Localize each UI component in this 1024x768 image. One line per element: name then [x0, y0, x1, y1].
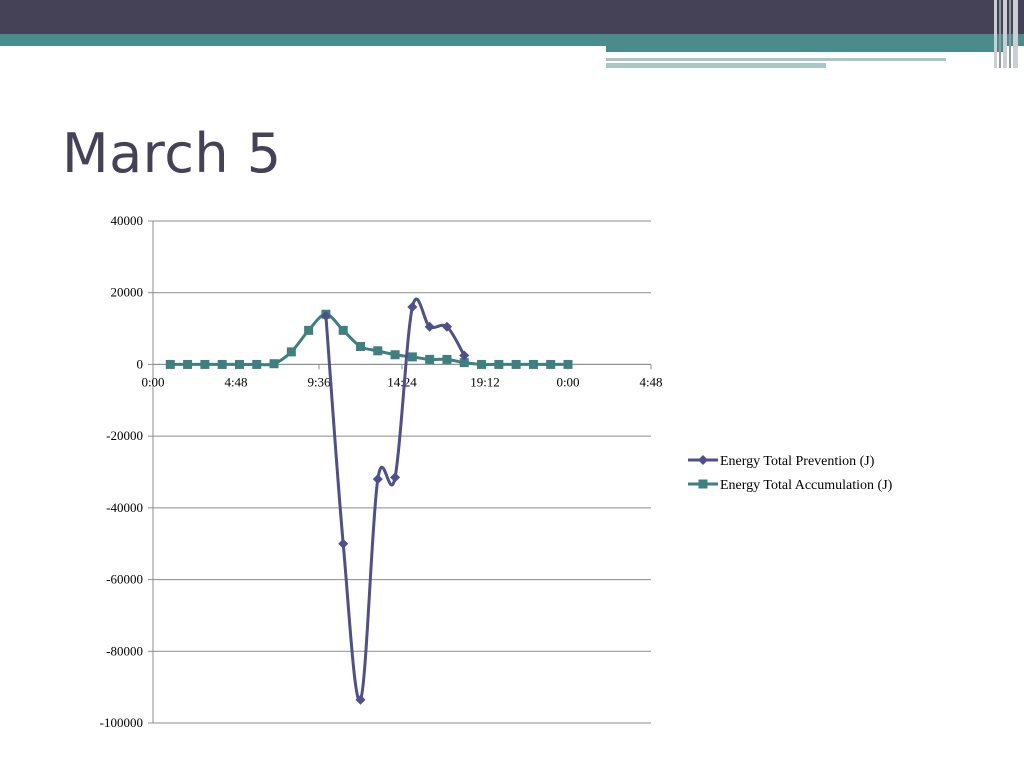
data-point-accumulation	[200, 359, 210, 369]
data-point-accumulation	[217, 359, 227, 369]
x-tick-label: 14:24	[387, 374, 417, 389]
data-point-accumulation	[269, 359, 279, 369]
data-point-accumulation	[304, 325, 314, 335]
chart-axes: 40000 20000 0 -20000 -40000 -60000 -80000 -1000…	[100, 213, 663, 730]
header-vertical-stripe	[1013, 0, 1018, 68]
legend-marker	[698, 455, 708, 465]
x-tick-label: 4:48	[224, 374, 247, 389]
legend-entry: Energy Total Accumulation (J)	[720, 478, 893, 493]
data-point-accumulation	[356, 342, 365, 351]
data-point-accumulation	[511, 359, 521, 369]
data-point-accumulation	[442, 354, 452, 364]
data-point-accumulation	[477, 359, 487, 369]
x-tick-label: 4:48	[639, 374, 662, 389]
chart-legend: Energy Total Prevention (J) Energy Total …	[688, 454, 893, 493]
header-vertical-stripe	[994, 0, 997, 68]
data-point-accumulation	[494, 359, 504, 369]
data-point-prevention	[320, 311, 331, 322]
data-point-accumulation	[390, 350, 400, 360]
header-vertical-stripe	[1003, 0, 1007, 68]
data-point-accumulation	[252, 359, 262, 369]
header-vertical-stripe	[999, 0, 1001, 68]
data-point-prevention	[459, 350, 470, 361]
y-tick-label: -80000	[106, 643, 143, 658]
data-point-accumulation	[407, 352, 417, 362]
data-point-prevention	[390, 472, 401, 483]
data-point-accumulation	[234, 359, 244, 369]
data-point-accumulation	[546, 359, 556, 369]
header-teal-band	[0, 34, 1024, 46]
data-point-accumulation	[373, 346, 383, 356]
header-vertical-stripe	[1009, 0, 1011, 68]
y-tick-label: 40000	[111, 213, 144, 228]
header-light-strip-lower	[606, 63, 826, 68]
data-point-accumulation	[338, 325, 348, 335]
data-point-accumulation	[459, 358, 469, 368]
header-light-strip	[606, 58, 946, 61]
y-tick-label: 0	[137, 356, 144, 371]
chart-series	[165, 297, 573, 705]
y-tick-label: 20000	[111, 285, 144, 300]
y-tick-label: -40000	[106, 500, 143, 515]
data-point-accumulation	[286, 347, 296, 357]
data-point-accumulation	[563, 359, 573, 369]
data-point-prevention	[407, 302, 418, 313]
slide-title: March 5	[62, 122, 282, 185]
data-point-prevention	[424, 321, 435, 332]
data-point-prevention	[355, 694, 366, 705]
x-tick-label: 9:36	[307, 374, 331, 389]
x-tick-label: 0:00	[556, 374, 579, 389]
y-tick-label: -100000	[100, 715, 143, 730]
data-point-accumulation	[165, 359, 175, 369]
header-band	[0, 0, 1024, 34]
data-point-accumulation	[425, 354, 435, 364]
legend-entry: Energy Total Prevention (J)	[720, 454, 875, 469]
header-teal-accent	[606, 46, 1006, 52]
data-point-prevention	[372, 474, 383, 485]
series-line-accumulation	[170, 312, 568, 367]
chart-grid	[153, 220, 651, 724]
data-point-accumulation	[183, 359, 193, 369]
x-tick-label: 0:00	[141, 374, 164, 389]
x-tick-label: 19:12	[470, 374, 500, 389]
data-point-accumulation	[528, 359, 538, 369]
y-tick-label: -60000	[106, 572, 143, 587]
data-point-prevention	[338, 538, 349, 549]
y-tick-label: -20000	[106, 428, 143, 443]
data-point-prevention	[441, 321, 452, 332]
legend-marker	[698, 479, 708, 489]
